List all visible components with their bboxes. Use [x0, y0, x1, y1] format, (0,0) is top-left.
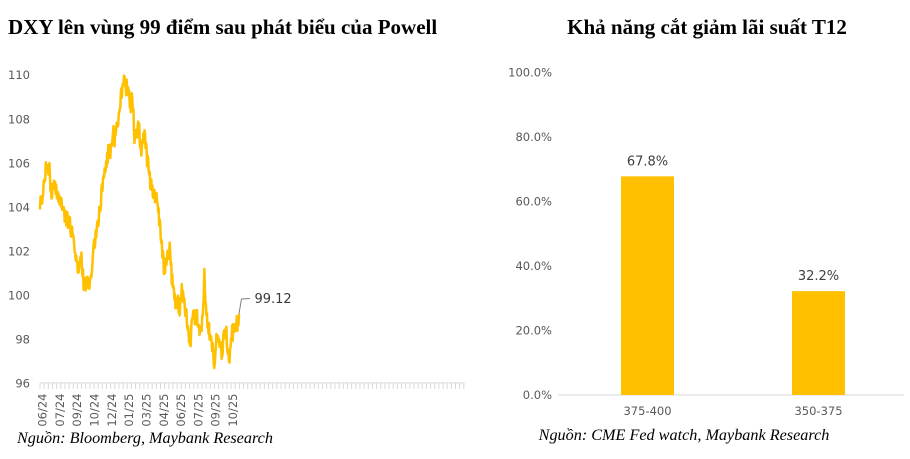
x-axis-label: 07/24 [53, 394, 67, 427]
bar-375-400 [621, 176, 674, 395]
y-axis-label: 110 [8, 68, 30, 82]
y-axis-label: 20.0% [515, 324, 552, 338]
y-axis-label: 80.0% [515, 130, 552, 144]
y-axis-label: 100.0% [508, 66, 552, 80]
y-axis-label: 106 [8, 156, 30, 170]
x-axis-label: 09/25 [209, 394, 223, 427]
x-axis-label: 09/24 [70, 394, 84, 427]
bar-category-label: 375-400 [623, 404, 671, 418]
annotation-leader-line [238, 298, 251, 314]
x-axis-label: 12/24 [105, 394, 119, 427]
y-axis-label: 98 [15, 332, 30, 346]
left-chart-source: Nguồn: Bloomberg, Maybank Research [17, 429, 273, 447]
x-axis-label: 06/25 [174, 394, 188, 427]
bar-value-label: 32.2% [798, 269, 839, 284]
bar-category-label: 350-375 [794, 404, 842, 418]
x-axis-label: 10/24 [87, 394, 101, 427]
annotation-label: 99.12 [254, 292, 291, 307]
x-axis-label: 06/24 [36, 394, 50, 427]
x-axis-label: 01/25 [122, 394, 136, 427]
y-axis-label: 96 [15, 377, 30, 391]
y-axis-label: 104 [8, 200, 30, 214]
y-axis-label: 100 [8, 288, 30, 302]
right-chart-title: Khả năng cắt giảm lãi suất T12 [567, 15, 847, 39]
y-axis-label: 40.0% [515, 259, 552, 273]
left-chart-title: DXY lên vùng 99 điểm sau phát biểu của P… [8, 15, 438, 39]
x-axis-label: 04/25 [157, 394, 171, 427]
y-axis-label: 108 [8, 112, 30, 126]
x-axis-label: 07/25 [191, 394, 205, 427]
y-axis-label: 102 [8, 244, 30, 258]
y-axis-label: 0.0% [523, 388, 552, 402]
bar-value-label: 67.8% [627, 154, 668, 169]
x-axis-label: 03/25 [139, 394, 153, 427]
bar-350-375 [792, 291, 845, 395]
dxy-series-line [38, 74, 241, 370]
x-axis-label: 10/25 [226, 394, 240, 427]
y-axis-label: 60.0% [515, 195, 552, 209]
right-chart-source: Nguồn: CME Fed watch, Maybank Research [538, 426, 830, 444]
